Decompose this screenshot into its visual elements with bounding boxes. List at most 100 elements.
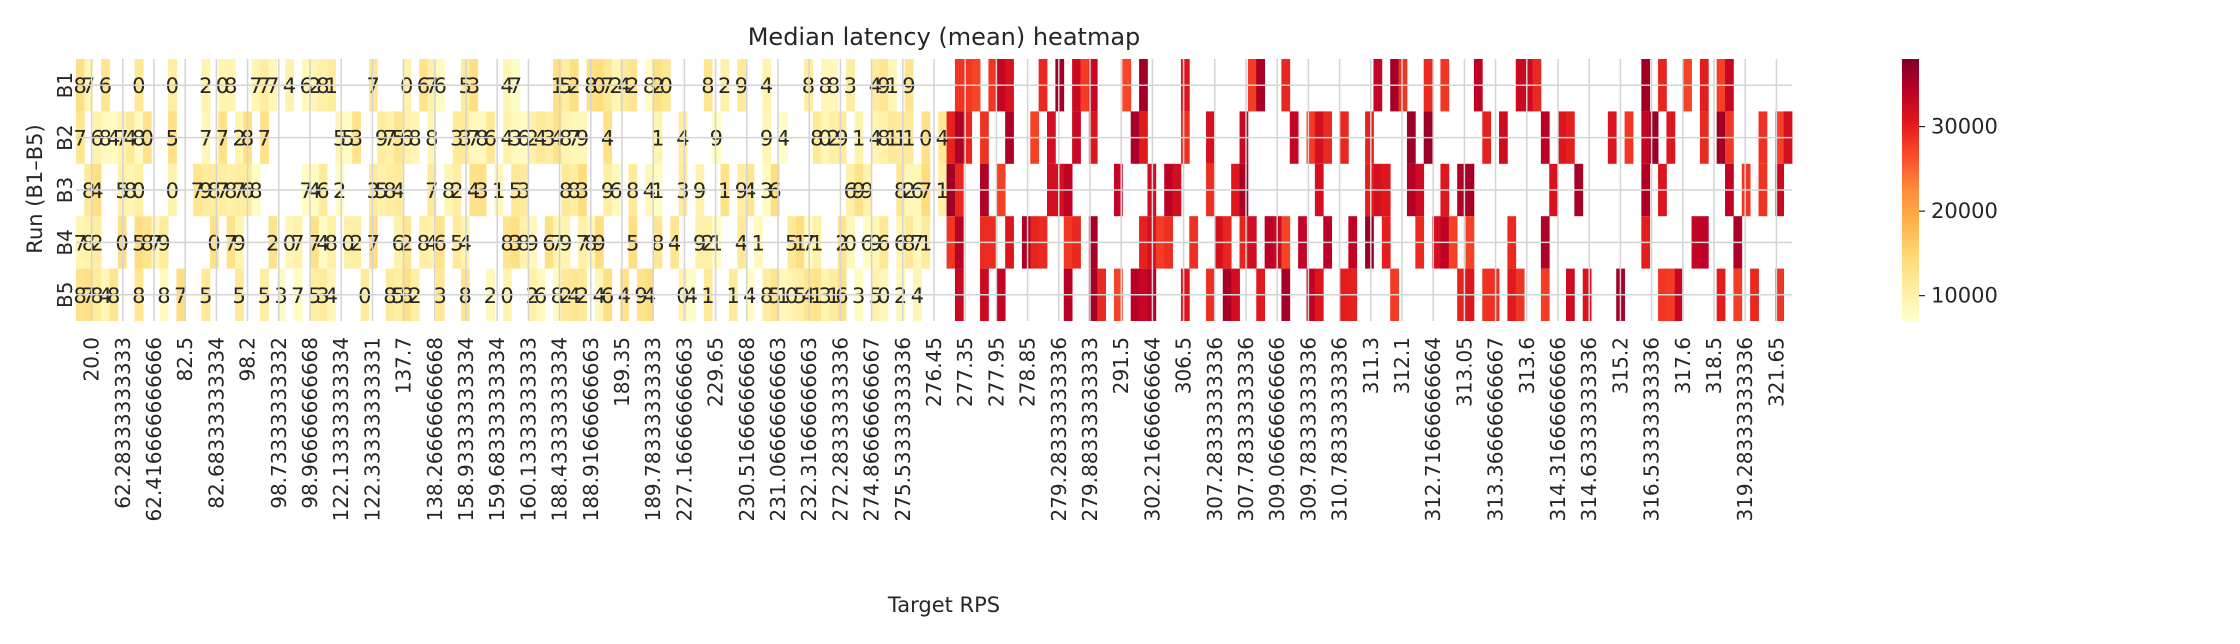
x-tick-label: 62.28333333333 [111,337,135,509]
cell-value-label: 5 [559,74,572,98]
cell-value-label: 1 [325,74,338,98]
cell-value-label: 7 [199,127,212,151]
cell-value-label: 5 [392,127,405,151]
cell-value-label: 6 [484,127,497,151]
cell-value-label: 8 [74,74,87,98]
x-tick-label: 309.06666666666 [1265,337,1289,522]
colorbar-tick-label: 30000 [1931,115,1998,139]
cell-value-label: 2 [626,74,639,98]
cell-value-label: 4 [743,179,756,203]
x-tick-label: 316.53333333336 [1640,337,1664,522]
x-tick-label: 158.93333333334 [454,337,478,522]
cell-value-label: 5 [308,284,321,308]
cell-value-label: 4 [760,74,773,98]
x-tick-label: 309.78333333336 [1296,337,1320,522]
cell-value-label: 3 [459,127,472,151]
x-tick-label: 314.31666666666 [1546,337,1570,522]
cell-value-label: 9 [592,231,605,255]
cell-value-label: 4 [802,284,815,308]
x-tick-label: 159.68333333334 [485,337,509,522]
cell-value-label: 8 [442,179,455,203]
cell-value-label: 0 [207,231,220,255]
cell-value-label: 8 [224,74,237,98]
cell-value-label: 0 [844,231,857,255]
x-tick-label: 279.88333333333 [1078,337,1102,522]
cell-value-label: 0 [785,284,798,308]
cell-value-label: 8 [626,179,639,203]
cell-value-label: 6 [316,179,329,203]
cell-value-label: 8 [475,127,488,151]
cell-value-label: 8 [459,284,472,308]
cell-value-label: 4 [500,127,513,151]
cell-value-label: 1 [492,179,505,203]
x-tick-label: 232.31666666663 [797,337,821,522]
cell-value-label: 9 [693,179,706,203]
cell-value-label: 0 [115,231,128,255]
x-tick-label: 310.78333333336 [1328,337,1352,522]
cell-value-label: 8 [810,127,823,151]
cell-value-label: 7 [266,74,279,98]
cell-value-label: 3 [852,284,865,308]
cell-value-label: 1 [810,231,823,255]
cell-value-label: 1 [726,284,739,308]
cell-value-label: 8 [140,231,153,255]
x-axis-label: Target RPS [887,593,1000,617]
x-tick-label: 98.96666666668 [298,337,322,509]
cell-value-label: 4 [618,284,631,308]
cell-value-label: 5 [509,179,522,203]
cell-value-label: 3 [818,284,831,308]
cell-value-label: 3 [676,179,689,203]
cell-value-label: 4 [551,127,564,151]
cell-value-label: 4 [90,179,103,203]
cell-value-label: 1 [919,231,932,255]
y-tick-label: B1 [53,72,77,98]
cell-value-label: 0 [592,74,605,98]
cell-value-label: 5 [333,127,346,151]
cell-value-label: 7 [82,74,95,98]
cell-value-label: 5 [341,127,354,151]
cell-value-label: 7 [224,231,237,255]
cell-value-label: 9 [693,231,706,255]
cell-value-label: 8 [894,179,907,203]
cell-value-label: 2 [400,231,413,255]
cell-value-label: 4 [735,231,748,255]
cell-value-label: 5 [450,231,463,255]
y-tick-label: B3 [53,177,77,203]
x-tick-label: 276.45 [922,337,946,407]
cell-value-label: 1 [651,127,664,151]
cell-value-label: 7 [425,179,438,203]
cell-value-label: 0 [358,284,371,308]
cell-value-label: 3 [844,74,857,98]
x-tick-label: 160.13333333333 [516,337,540,522]
cell-value-label: 6 [392,231,405,255]
cell-value-label: 6 [542,231,555,255]
x-tick-label: 307.28333333336 [1203,337,1227,522]
cell-value-label: 9 [199,179,212,203]
cell-value-label: 1 [894,127,907,151]
x-tick-label: 188.43333333334 [548,337,572,522]
cell-value-label: 3 [316,284,329,308]
cell-value-label: 1 [885,74,898,98]
cell-value-label: 8 [517,231,530,255]
cell-value-label: 8 [107,284,120,308]
x-tick-label: 318.5 [1702,337,1726,394]
cell-value-label: 1 [701,284,714,308]
cell-value-label: 2 [484,284,497,308]
cell-value-label: 6 [877,231,890,255]
cell-value-label: 2 [450,179,463,203]
cell-value-label: 7 [366,74,379,98]
cell-value-label: 8 [124,179,137,203]
cell-value-label: 7 [249,74,262,98]
cell-value-label: 3 [450,127,463,151]
cell-value-label: 3 [517,179,530,203]
x-tick-label: 122.33333333331 [360,337,384,522]
cell-value-label: 2 [894,284,907,308]
cell-value-label: 4 [316,231,329,255]
cell-value-label: 9 [877,74,890,98]
cell-value-label: 2 [559,284,572,308]
cell-value-label: 7 [74,231,87,255]
cell-value-label: 7 [601,74,614,98]
cell-value-label: 7 [174,284,187,308]
cell-value-label: 9 [735,74,748,98]
cell-value-label: 3 [350,127,363,151]
